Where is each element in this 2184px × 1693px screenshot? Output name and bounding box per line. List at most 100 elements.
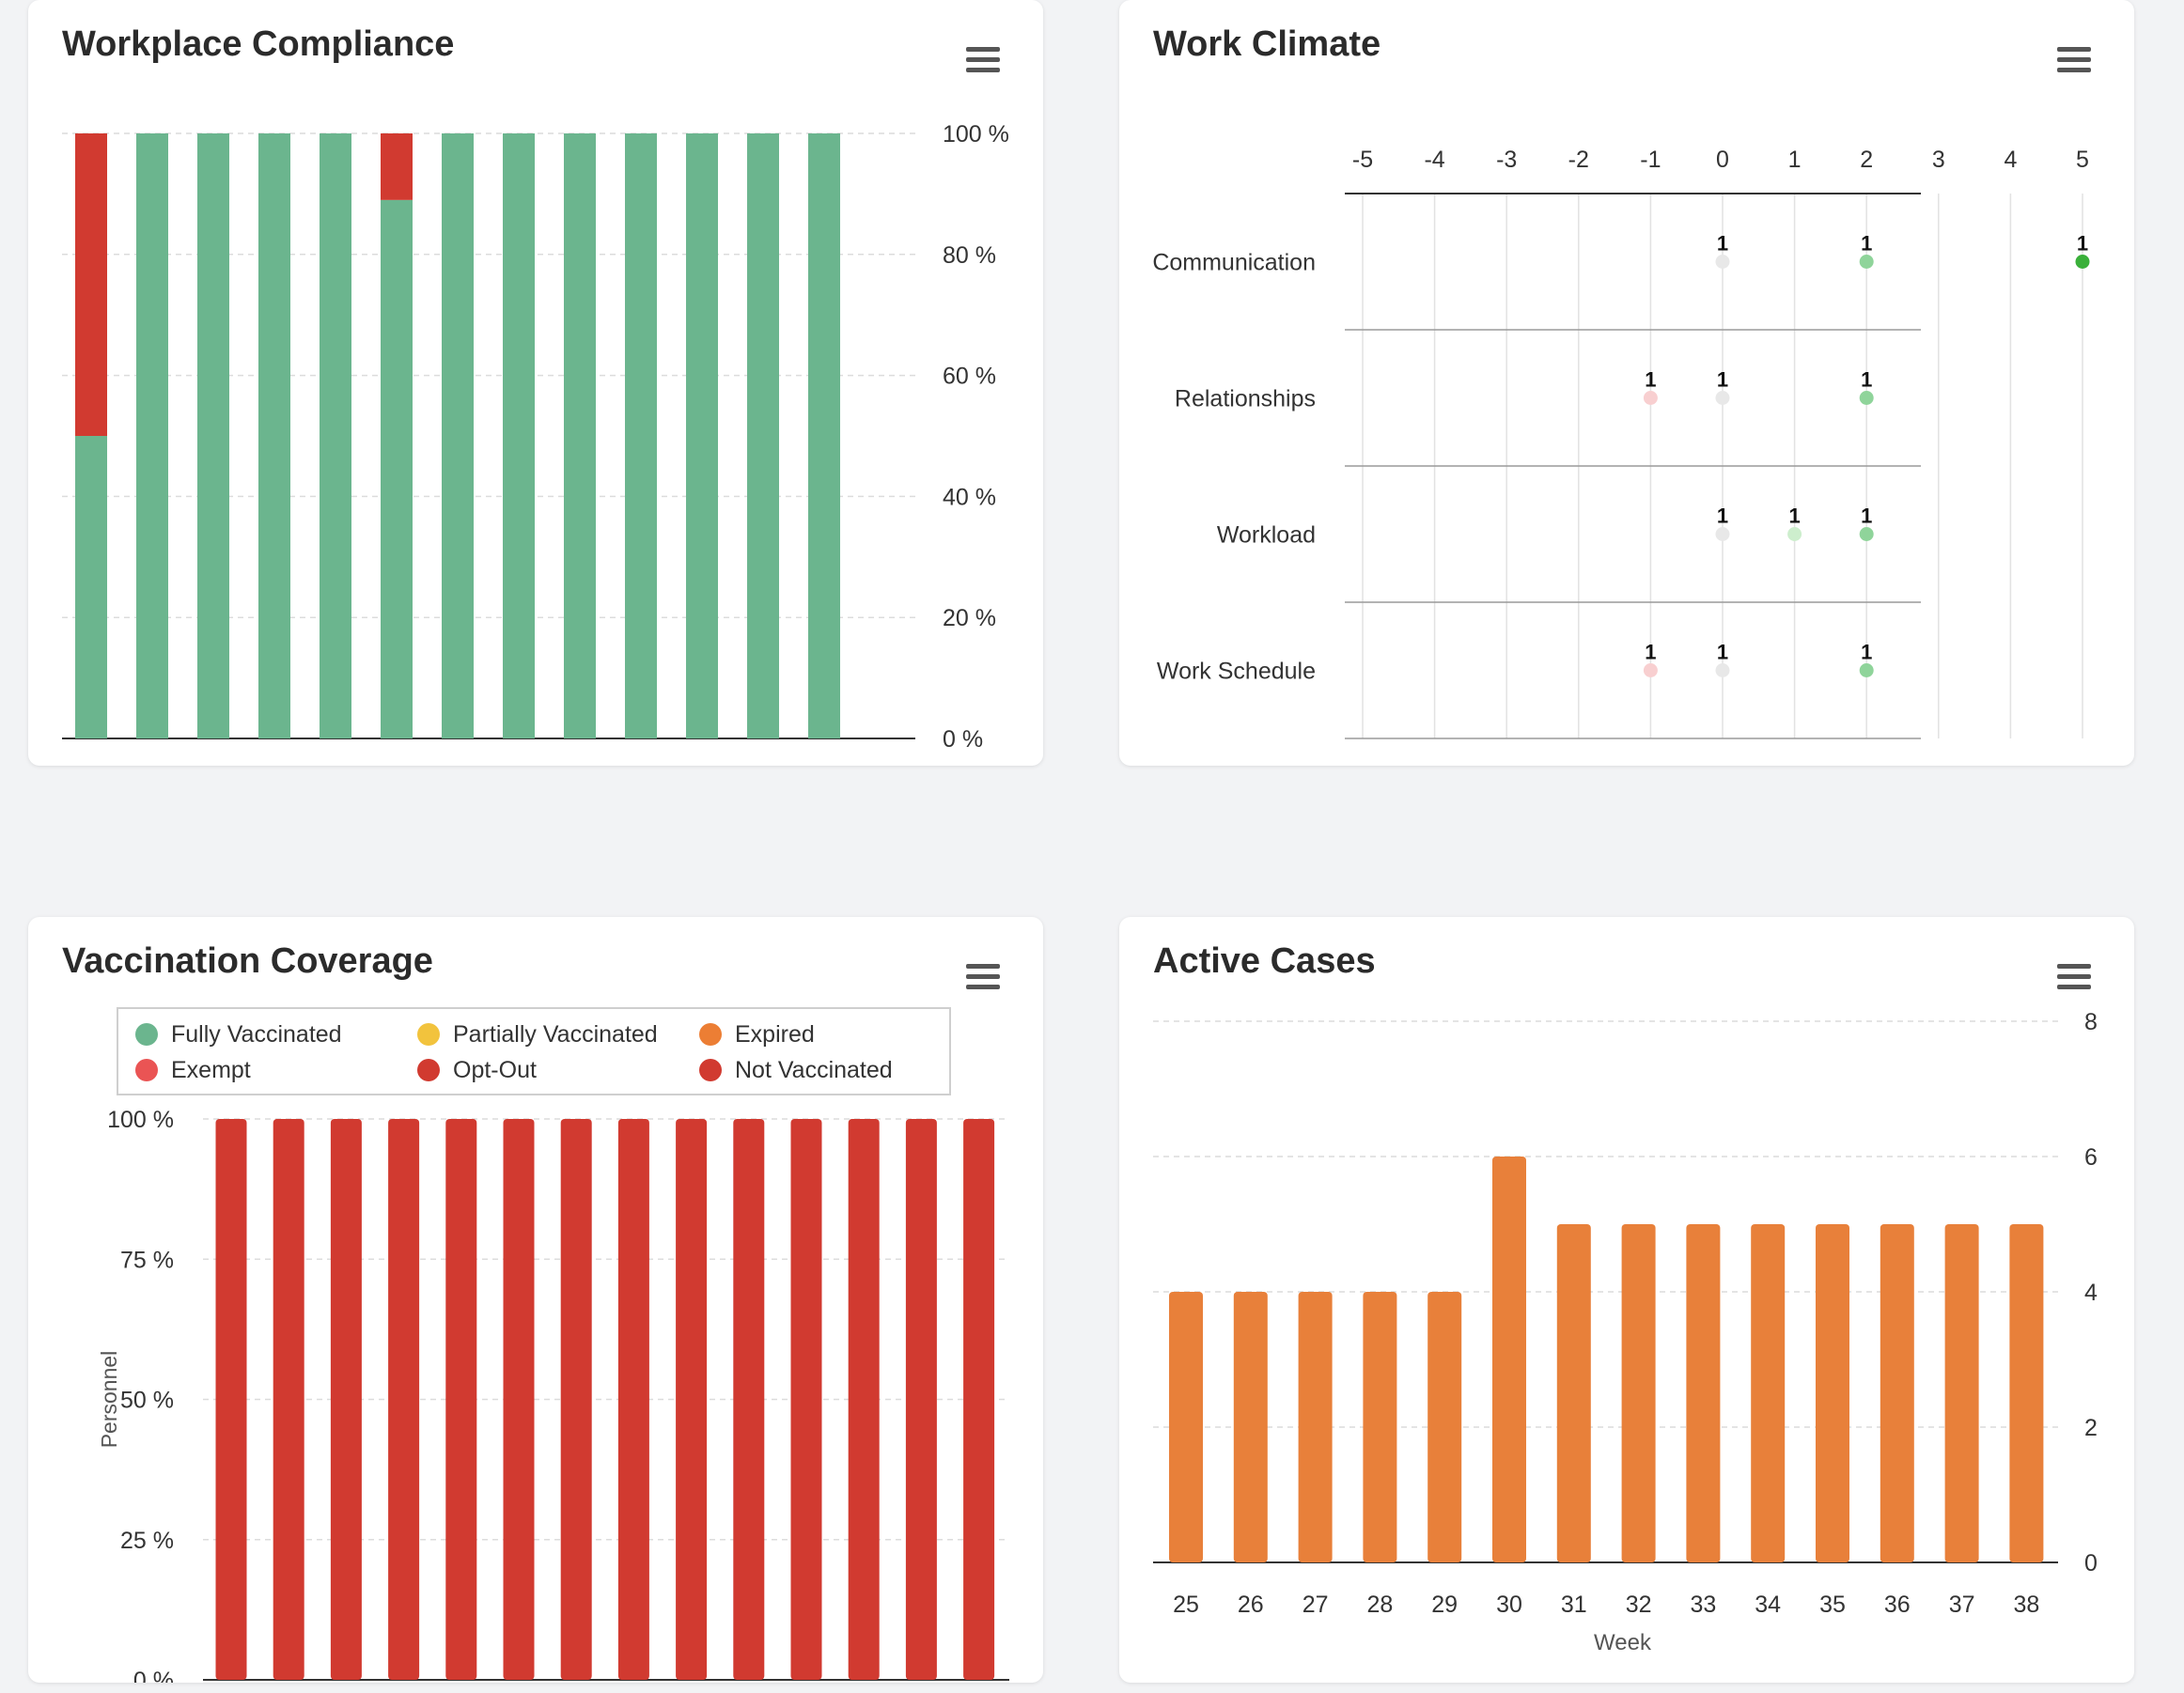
- bar: [1298, 1292, 1333, 1562]
- x-tick-label: -4: [1424, 147, 1444, 173]
- data-label: 1: [1861, 505, 1872, 528]
- data-label: 1: [1861, 368, 1872, 392]
- cases-chart: 0 2 4 6 8 25 26 27 28 29 30 31 32 33 34 35 36 37 38 Week: [1153, 1009, 2098, 1655]
- data-point: [1859, 527, 1874, 541]
- legend-item-fully-vaccinated[interactable]: Fully Vaccinated: [135, 1020, 342, 1048]
- y-tick-label: 50 %: [120, 1388, 174, 1414]
- bar-segment: [75, 133, 107, 436]
- bar-segment: [503, 133, 535, 738]
- y-tick-label: 20 %: [943, 605, 996, 631]
- bar-segment: [503, 1119, 535, 1680]
- legend-dot: [699, 1023, 722, 1046]
- legend-label: Expired: [735, 1020, 815, 1048]
- vaccination-card: Vaccination Coverage Fully Vaccinated Pa…: [28, 917, 1043, 1683]
- bar-segment: [686, 133, 718, 738]
- vaccination-menu-button[interactable]: [966, 964, 1000, 990]
- cases-menu-button[interactable]: [2057, 964, 2091, 990]
- bar-segment: [445, 1119, 477, 1680]
- legend-item-opt-out[interactable]: Opt-Out: [417, 1056, 537, 1084]
- y-tick-label: 75 %: [120, 1247, 174, 1273]
- bar-segment: [790, 1119, 822, 1680]
- x-tick-label: -1: [1640, 147, 1661, 173]
- legend-dot: [135, 1059, 158, 1081]
- bar: [1492, 1157, 1526, 1562]
- vaccination-chart: 0 % 25 % 50 % 75 % 100 % Personnel: [97, 1107, 1009, 1683]
- legend-item-not-vaccinated[interactable]: Not Vaccinated: [699, 1056, 893, 1084]
- hamburger-menu-icon: [966, 964, 1000, 969]
- legend-item-exempt[interactable]: Exempt: [135, 1056, 251, 1084]
- y-tick-label: 4: [2084, 1280, 2098, 1306]
- y-category-label: Communication: [1152, 250, 1316, 276]
- legend-label: Partially Vaccinated: [453, 1020, 658, 1048]
- x-tick-label: 31: [1561, 1592, 1587, 1618]
- bar: [1233, 1292, 1268, 1562]
- x-tick-label: 32: [1626, 1592, 1652, 1618]
- x-tick-label: 30: [1496, 1592, 1522, 1618]
- data-point: [1859, 663, 1874, 677]
- legend-label: Fully Vaccinated: [171, 1020, 342, 1048]
- x-axis-title: Week: [1594, 1630, 1652, 1655]
- x-tick-label: 26: [1238, 1592, 1264, 1618]
- bar-segment: [747, 133, 779, 738]
- x-tick-label: 38: [2013, 1592, 2039, 1618]
- bar-segment: [808, 133, 840, 738]
- vaccination-title: Vaccination Coverage: [62, 941, 433, 981]
- y-category-label: Workload: [1217, 522, 1316, 549]
- bar: [1621, 1224, 1656, 1562]
- data-label: 1: [2077, 232, 2088, 256]
- bar-segment: [136, 133, 168, 738]
- bar-segment: [963, 1119, 995, 1680]
- bar-segment: [215, 1119, 247, 1680]
- legend-dot: [417, 1023, 440, 1046]
- bar-segment: [617, 1119, 649, 1680]
- legend-item-partially-vaccinated[interactable]: Partially Vaccinated: [417, 1020, 658, 1048]
- y-tick-label: 25 %: [120, 1528, 174, 1554]
- legend-label: Exempt: [171, 1056, 251, 1083]
- bar: [1556, 1224, 1591, 1562]
- data-point: [1859, 255, 1874, 269]
- data-label: 1: [1645, 641, 1656, 664]
- bar: [1816, 1224, 1849, 1562]
- bar-segment: [197, 133, 229, 738]
- bar: [1427, 1292, 1462, 1562]
- x-tick-label: 36: [1884, 1592, 1911, 1618]
- data-label: 1: [1717, 505, 1728, 528]
- cases-card: Active Cases 0 2 4 6 8 25 26 27 28 29 30 31 32 33 34 35…: [1119, 917, 2134, 1683]
- hamburger-menu-icon: [2057, 47, 2091, 52]
- legend-dot: [417, 1059, 440, 1081]
- bar-segment: [330, 1119, 362, 1680]
- y-tick-label: 0: [2084, 1550, 2098, 1577]
- data-label: 1: [1861, 641, 1872, 664]
- bar-segment: [733, 1119, 765, 1680]
- compliance-card: Workplace Compliance 0 % 20 % 40 % 60 % 80 %…: [28, 0, 1043, 766]
- legend-label: Not Vaccinated: [735, 1056, 893, 1083]
- bar: [1686, 1224, 1721, 1562]
- y-tick-label: 100 %: [107, 1107, 174, 1133]
- bar-segment: [258, 133, 290, 738]
- y-tick-label: 80 %: [943, 242, 996, 269]
- cases-title: Active Cases: [1153, 941, 1376, 981]
- data-point: [1643, 663, 1658, 677]
- y-tick-label: 2: [2084, 1415, 2098, 1441]
- x-tick-label: 29: [1431, 1592, 1458, 1618]
- climate-menu-button[interactable]: [2057, 47, 2091, 73]
- x-tick-label: 1: [1788, 147, 1802, 173]
- compliance-menu-button[interactable]: [966, 47, 1000, 73]
- hamburger-menu-icon: [2057, 964, 2091, 969]
- legend-item-expired[interactable]: Expired: [699, 1020, 815, 1048]
- data-label: 1: [1717, 368, 1728, 392]
- data-point: [1859, 391, 1874, 405]
- x-tick-label: 25: [1173, 1592, 1199, 1618]
- x-tick-label: 28: [1366, 1592, 1393, 1618]
- bar: [1944, 1224, 1979, 1562]
- x-tick-label: 27: [1303, 1592, 1329, 1618]
- climate-title: Work Climate: [1153, 24, 1381, 64]
- bar-segment: [564, 133, 596, 738]
- bar: [1880, 1224, 1914, 1562]
- data-label: 1: [1861, 232, 1872, 256]
- bar-segment: [381, 199, 413, 739]
- data-point: [1643, 391, 1658, 405]
- bar-segment: [75, 436, 107, 738]
- y-tick-label: 0 %: [133, 1668, 174, 1683]
- y-tick-label: 40 %: [943, 484, 996, 510]
